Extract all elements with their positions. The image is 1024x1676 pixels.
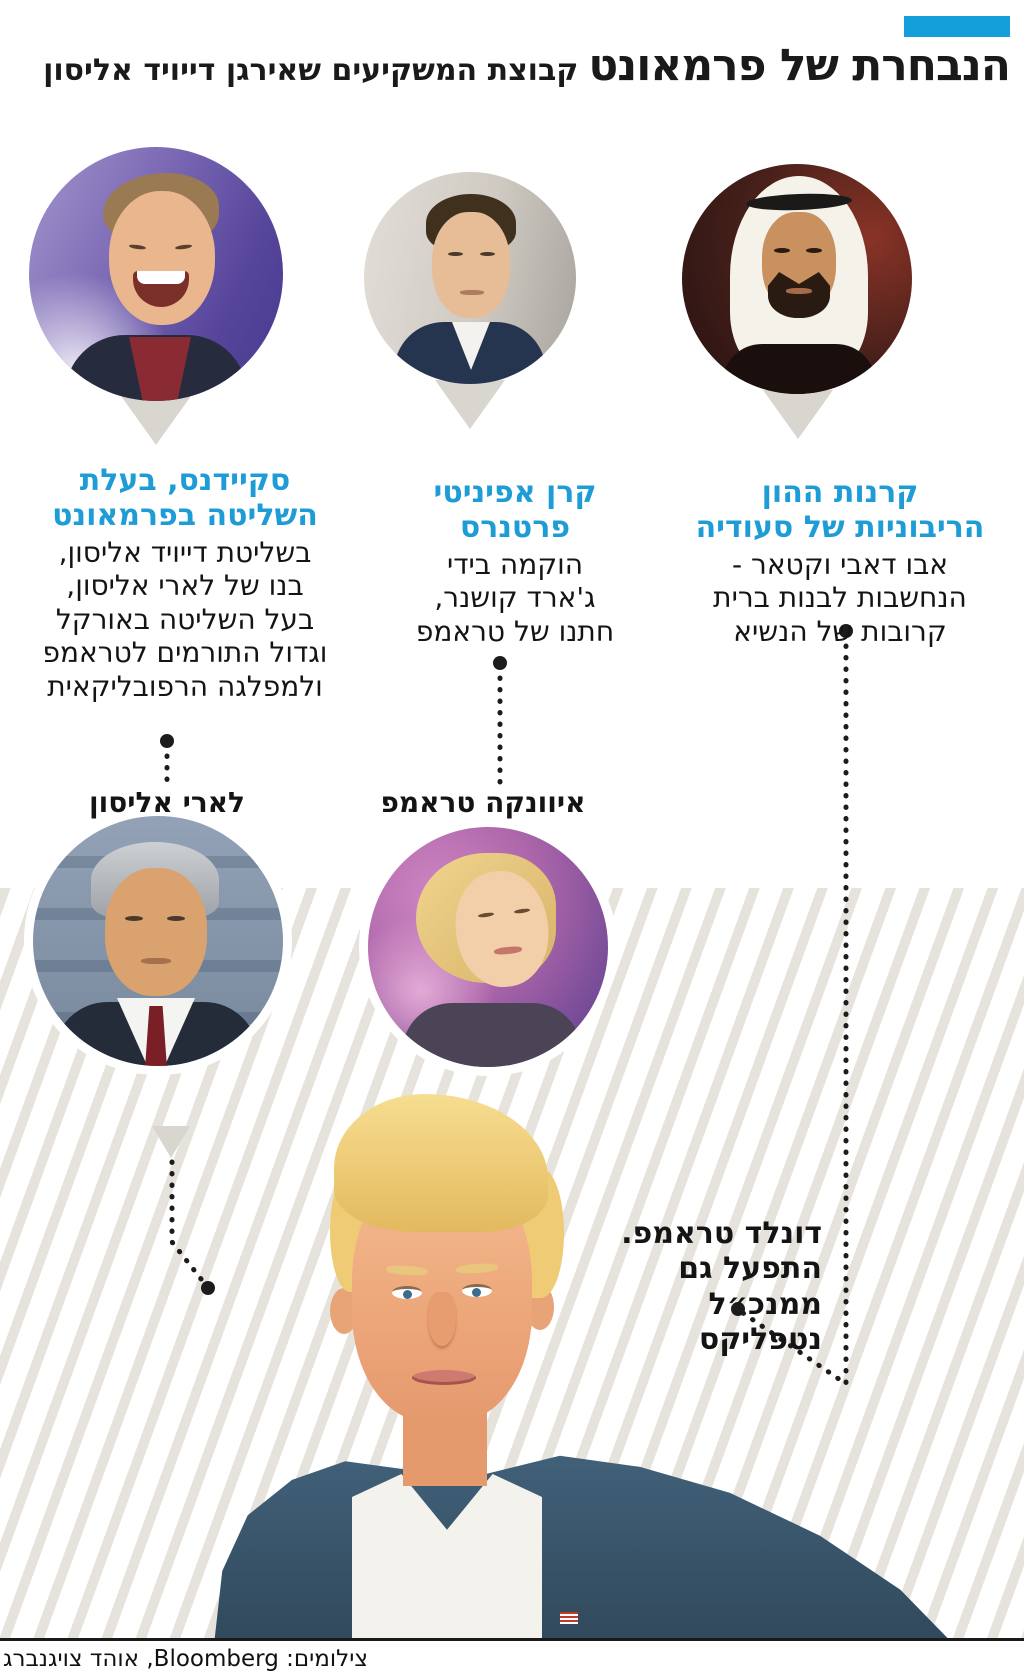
trump-right-eye — [462, 1284, 492, 1297]
pupil — [403, 1290, 412, 1299]
shoulders — [402, 1003, 582, 1067]
column-body: הוקמה בידי ג'ארד קושנר, חתנו של טראמפ — [415, 547, 615, 648]
face — [105, 868, 207, 996]
portrait-ivanka-trump — [359, 818, 617, 1076]
left-eye — [125, 916, 143, 921]
connector-dot — [731, 1302, 745, 1316]
left-eye — [448, 252, 463, 256]
mouth — [460, 290, 484, 295]
column-heading: סקיידנס, בעלת השליטה בפרמאונט — [52, 463, 318, 533]
flag-pin — [560, 1612, 578, 1624]
right-eye — [167, 916, 185, 921]
trump-nose — [428, 1292, 456, 1346]
label-ivanka-trump: איוונקה טראמפ — [380, 786, 586, 819]
footer-rule — [0, 1638, 1024, 1641]
page-subtitle: קבוצת המשקיעים שאירגן דייויד אליסון — [43, 53, 579, 88]
column-heading: קרן אפיניטי פרטנרס — [433, 475, 597, 545]
header: הנבחרת של פרמאונט קבוצת המשקיעים שאירגן … — [43, 40, 1011, 91]
connector-dot — [160, 734, 174, 748]
column-affinity: קרן אפיניטי פרטנרס הוקמה בידי ג'ארד קושנ… — [368, 475, 662, 648]
portrait-larry-ellison — [24, 807, 292, 1075]
label-donald-trump: דונלד טראמפ. התפעל גם ממנכ״ל נטפליקס — [621, 1216, 822, 1358]
connector-dot — [839, 624, 853, 638]
right-eye — [480, 252, 495, 256]
label-larry-ellison: לארי אליסון — [89, 786, 245, 819]
connector-line-larry-trump — [169, 1159, 208, 1287]
right-eye — [806, 248, 822, 253]
left-eye — [774, 248, 790, 253]
connector-dot — [201, 1281, 215, 1295]
dark-robe — [722, 344, 876, 394]
pupil — [472, 1288, 481, 1297]
connector-dot — [493, 656, 507, 670]
photo-credit: צילומים: Bloomberg, אוהד צויגנברג — [3, 1646, 369, 1672]
portrait-mohammed-bin-salman — [682, 164, 912, 394]
page-title: הנבחרת של פרמאונט — [588, 40, 1011, 91]
teeth — [137, 271, 185, 284]
portrait-david-ellison — [29, 147, 283, 401]
mouth — [786, 288, 812, 294]
trump-left-eye — [392, 1286, 422, 1299]
column-saudi-funds: קרנות ההון הריבוניות של סעודיה אבו דאבי … — [684, 475, 996, 648]
column-skydance: סקיידנס, בעלת השליטה בפרמאונט בשליטת דיי… — [28, 463, 342, 704]
portrait-jared-kushner — [364, 172, 576, 384]
connector-line-saudi-trump — [740, 643, 849, 1389]
column-heading: קרנות ההון הריבוניות של סעודיה — [695, 475, 985, 545]
accent-bar — [904, 16, 1010, 37]
trump-mouth — [412, 1370, 476, 1385]
mouth — [141, 958, 171, 964]
face — [432, 212, 510, 318]
column-body: אבו דאבי וקטאר - הנחשבות לבנות ברית קרוב… — [713, 547, 967, 648]
column-body: בשליטת דייויד אליסון, בנו של לארי אליסון… — [42, 535, 328, 703]
red-tie — [145, 1006, 167, 1066]
